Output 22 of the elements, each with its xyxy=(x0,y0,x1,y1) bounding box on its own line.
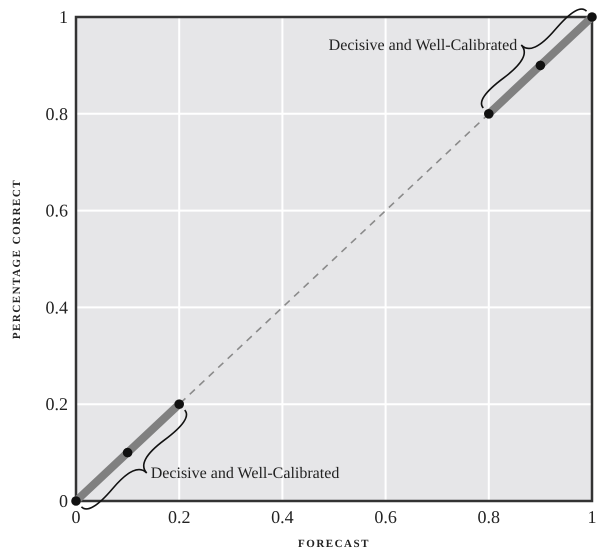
y-tick-label: 0.2 xyxy=(46,394,68,414)
y-tick-label: 0.6 xyxy=(46,200,68,221)
x-tick-label: 1 xyxy=(588,507,596,527)
y-axis-title: PERCENTAGE CORRECT xyxy=(11,178,23,340)
point xyxy=(71,496,81,506)
annotation: Decisive and Well-Calibrated xyxy=(328,36,518,54)
point xyxy=(484,109,494,119)
x-tick-label: 0 xyxy=(72,507,80,527)
x-tick-label: 0.4 xyxy=(271,507,294,527)
y-tick-label: 0.8 xyxy=(46,104,68,124)
y-tick-label: 0 xyxy=(59,491,68,511)
x-tick-label: 0.2 xyxy=(168,507,190,527)
x-tick-label: 0.6 xyxy=(374,507,397,527)
y-tick-label: 0.4 xyxy=(46,297,68,318)
x-tick-label: 0.8 xyxy=(478,507,500,527)
y-tick-label: 1 xyxy=(59,7,68,27)
point xyxy=(174,399,184,409)
point xyxy=(587,12,597,22)
annotation: Decisive and Well-Calibrated xyxy=(150,465,340,482)
point xyxy=(122,448,132,458)
x-axis-title: FORECAST xyxy=(298,538,370,550)
point xyxy=(536,60,546,70)
